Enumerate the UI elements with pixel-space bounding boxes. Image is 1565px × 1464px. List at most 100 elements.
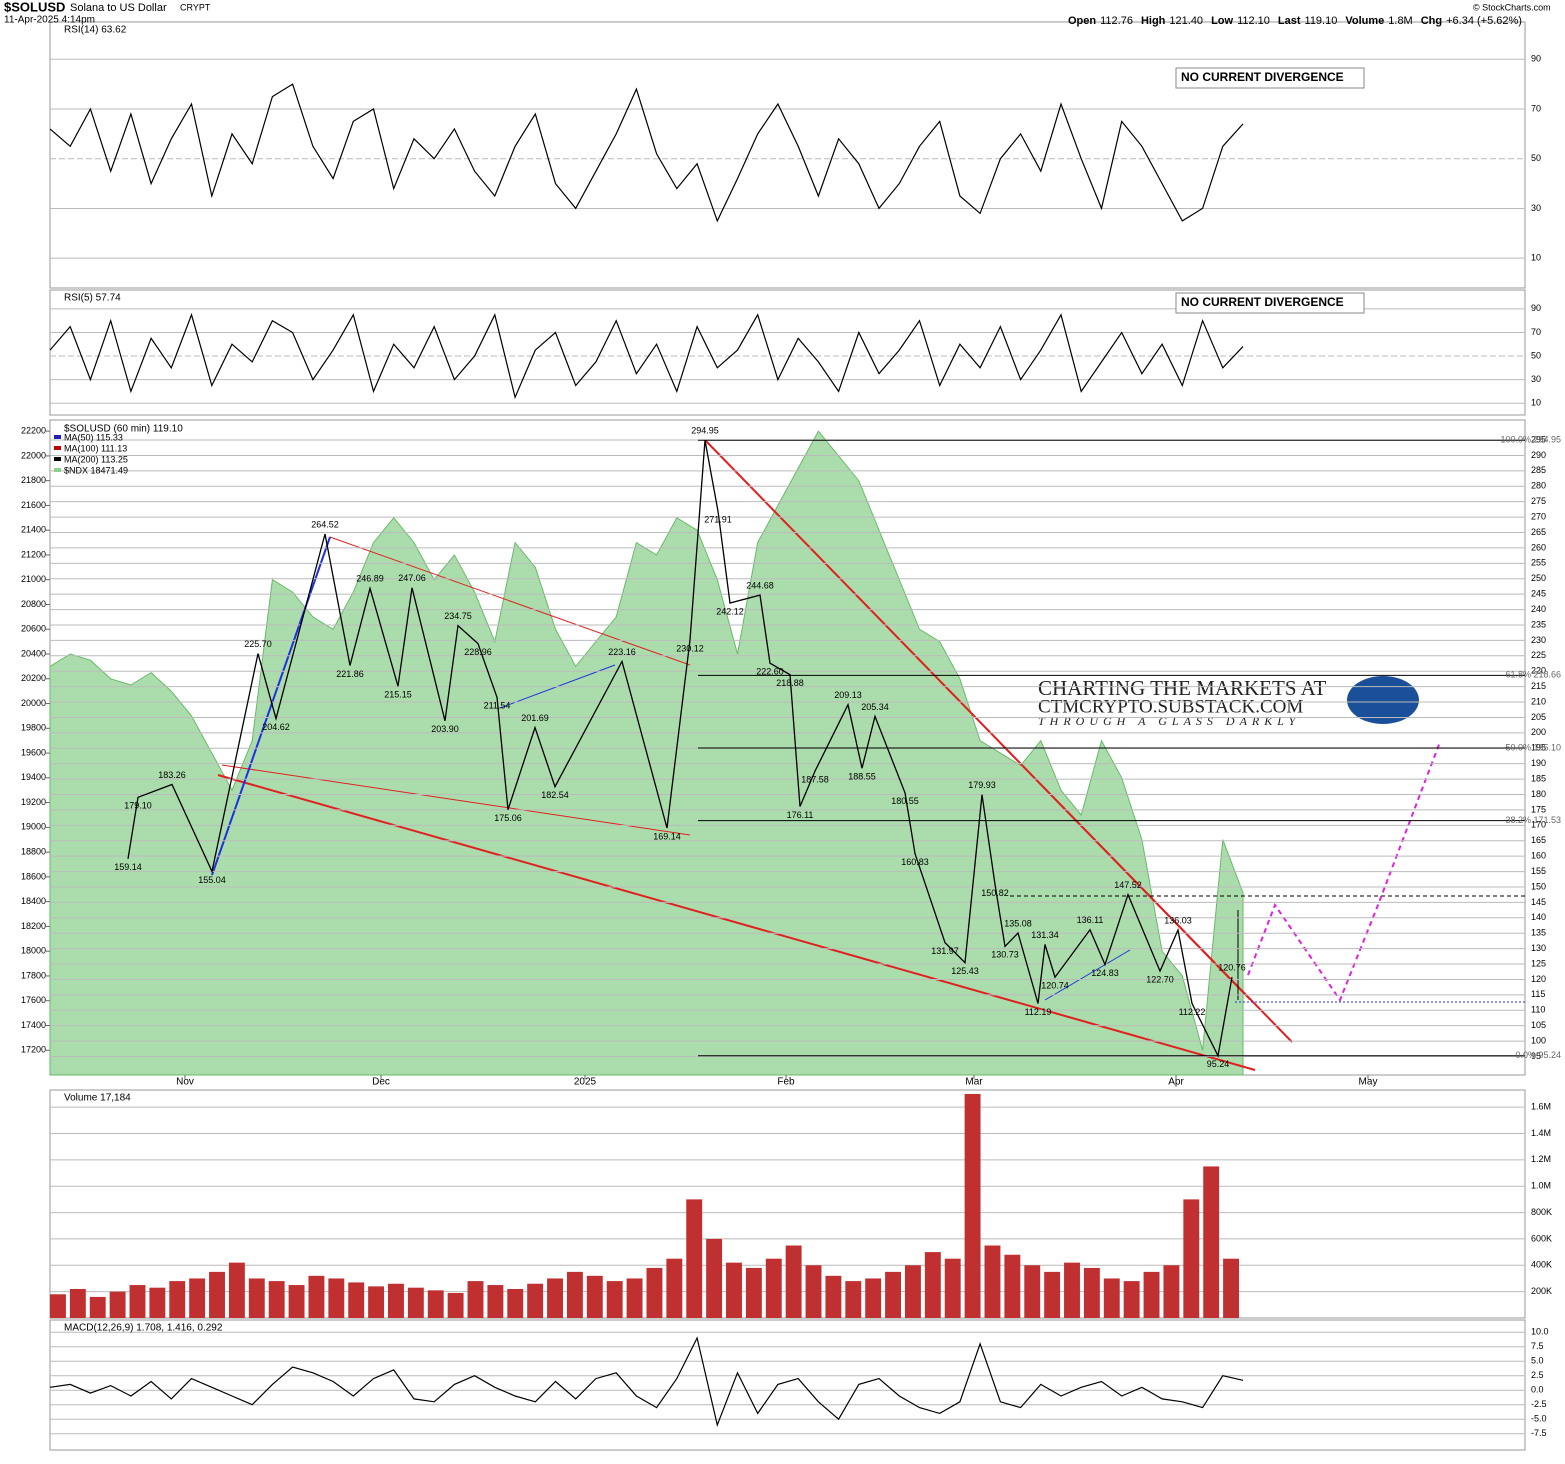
volume-bar bbox=[566, 1271, 583, 1318]
quote-label: Open bbox=[1068, 15, 1096, 27]
y2-tick-label: 18400 bbox=[21, 896, 46, 906]
y-tick-label: 290 bbox=[1531, 450, 1546, 460]
date: 11-Apr-2025 4:14pm bbox=[4, 15, 95, 26]
volume-bar bbox=[686, 1199, 703, 1318]
y2-tick-label: 17400 bbox=[21, 1020, 46, 1030]
price-label: 182.54 bbox=[541, 790, 569, 800]
fib-label: 100.0% 294.95 bbox=[1500, 435, 1561, 445]
legend-entry: MA(200) 113.25 bbox=[64, 454, 128, 464]
fib-label: 50.0% 195.10 bbox=[1505, 742, 1561, 752]
indicator-line bbox=[49, 312, 1244, 400]
y-tick-label: 800K bbox=[1531, 1207, 1552, 1217]
note-box bbox=[1175, 292, 1365, 314]
y2-tick-label: 21800 bbox=[21, 475, 46, 485]
fib-label: 38.2% 171.53 bbox=[1505, 815, 1561, 825]
legend-entry: MA(50) 115.33 bbox=[64, 432, 123, 442]
y-tick-label: 170 bbox=[1531, 820, 1546, 830]
price-label: 246.89 bbox=[356, 574, 384, 584]
volume-bar bbox=[1143, 1271, 1160, 1318]
volume-bar bbox=[1123, 1281, 1140, 1318]
y2-tick-label: 18000 bbox=[21, 946, 46, 956]
price-label: 159.14 bbox=[114, 862, 142, 872]
y-tick-label: 245 bbox=[1531, 589, 1546, 599]
y2-tick-label: 19000 bbox=[21, 822, 46, 832]
fib-label: 0.0% 95.24 bbox=[1515, 1050, 1561, 1060]
y-tick-label: 1.2M bbox=[1531, 1154, 1551, 1164]
x-tick-label: Apr bbox=[1168, 1077, 1184, 1088]
price-label: 223.16 bbox=[608, 647, 636, 657]
price-label: 175.06 bbox=[494, 813, 522, 823]
y-tick-label: 0.0 bbox=[1531, 1385, 1544, 1395]
logo bbox=[1347, 676, 1419, 724]
price-label: 120.76 bbox=[1218, 962, 1246, 972]
watermark-line: THROUGH A GLASS DARKLY bbox=[1038, 714, 1300, 728]
y-tick-label: 50 bbox=[1531, 153, 1541, 163]
y-tick-label: -7.5 bbox=[1531, 1428, 1547, 1438]
price-label: 130.73 bbox=[991, 950, 1019, 960]
price-label: 225.70 bbox=[244, 639, 272, 649]
y2-tick-label: 21400 bbox=[21, 525, 46, 535]
price-label: 180.55 bbox=[891, 796, 919, 806]
y-tick-label: 120 bbox=[1531, 974, 1546, 984]
volume-bar bbox=[944, 1258, 961, 1318]
y-tick-label: 5.0 bbox=[1531, 1356, 1544, 1366]
volume-bar bbox=[984, 1245, 1001, 1318]
volume-bar bbox=[1203, 1166, 1220, 1318]
legend-swatch bbox=[54, 457, 61, 461]
price-label: 150.82 bbox=[981, 888, 1009, 898]
price-label: 112.22 bbox=[1179, 1007, 1206, 1017]
volume-bar bbox=[368, 1286, 385, 1318]
quote-value: 112.76 bbox=[1100, 15, 1133, 27]
y-tick-label: 155 bbox=[1531, 866, 1546, 876]
copyright: © StockCharts.com bbox=[1473, 2, 1551, 12]
y-tick-label: 400K bbox=[1531, 1260, 1552, 1270]
y-tick-label: 265 bbox=[1531, 527, 1546, 537]
volume-bar bbox=[507, 1289, 524, 1318]
volume-bar bbox=[388, 1283, 404, 1318]
y-tick-label: -5.0 bbox=[1531, 1414, 1547, 1424]
price-label: 95.24 bbox=[1207, 1059, 1230, 1069]
exchange: CRYPT bbox=[180, 2, 211, 12]
price-label: 244.68 bbox=[746, 581, 774, 591]
y2-tick-label: 20600 bbox=[21, 624, 46, 634]
y-tick-label: 10.0 bbox=[1531, 1327, 1549, 1337]
trendline bbox=[217, 774, 1256, 1071]
y-tick-label: 185 bbox=[1531, 773, 1546, 783]
price-label: 120.74 bbox=[1041, 981, 1069, 991]
volume-bar bbox=[706, 1238, 723, 1318]
panel-title: RSI(5) 57.74 bbox=[64, 293, 121, 304]
y-tick-label: 215 bbox=[1531, 681, 1546, 691]
volume-bar bbox=[606, 1281, 623, 1318]
price-label: 222.60 bbox=[756, 667, 784, 677]
y2-tick-label: 19600 bbox=[21, 747, 46, 757]
watermark-line: CHARTING THE MARKETS AT bbox=[1038, 676, 1326, 700]
y-tick-label: 230 bbox=[1531, 635, 1546, 645]
price-label: 136.11 bbox=[1077, 915, 1104, 925]
price-label: 218.88 bbox=[776, 678, 804, 688]
y-tick-label: 255 bbox=[1531, 558, 1546, 568]
volume-bar bbox=[69, 1289, 86, 1318]
note-box bbox=[1175, 67, 1365, 89]
y-tick-label: 220 bbox=[1531, 666, 1546, 676]
price-label: 155.04 bbox=[198, 875, 226, 885]
y2-tick-label: 21600 bbox=[21, 500, 46, 510]
price-label: 209.13 bbox=[834, 690, 862, 700]
y-tick-label: 150 bbox=[1531, 881, 1546, 891]
y-tick-label: 135 bbox=[1531, 928, 1546, 938]
trendline bbox=[211, 536, 331, 876]
price-label: 204.62 bbox=[262, 722, 290, 732]
trendline bbox=[221, 764, 691, 836]
price-label: 264.52 bbox=[311, 519, 339, 529]
y-tick-label: 190 bbox=[1531, 758, 1546, 768]
quote-label: Low bbox=[1211, 15, 1233, 27]
x-tick-label: Dec bbox=[372, 1077, 390, 1088]
volume-bar bbox=[586, 1275, 603, 1318]
volume-bar bbox=[487, 1285, 504, 1318]
y-tick-label: 90 bbox=[1531, 303, 1541, 313]
y2-tick-label: 17800 bbox=[21, 970, 46, 980]
price-label: 201.69 bbox=[521, 713, 549, 723]
legend-swatch bbox=[54, 435, 61, 439]
y-tick-label: 1.6M bbox=[1531, 1102, 1551, 1112]
y2-tick-label: 20000 bbox=[21, 698, 46, 708]
y-tick-label: 125 bbox=[1531, 958, 1546, 968]
